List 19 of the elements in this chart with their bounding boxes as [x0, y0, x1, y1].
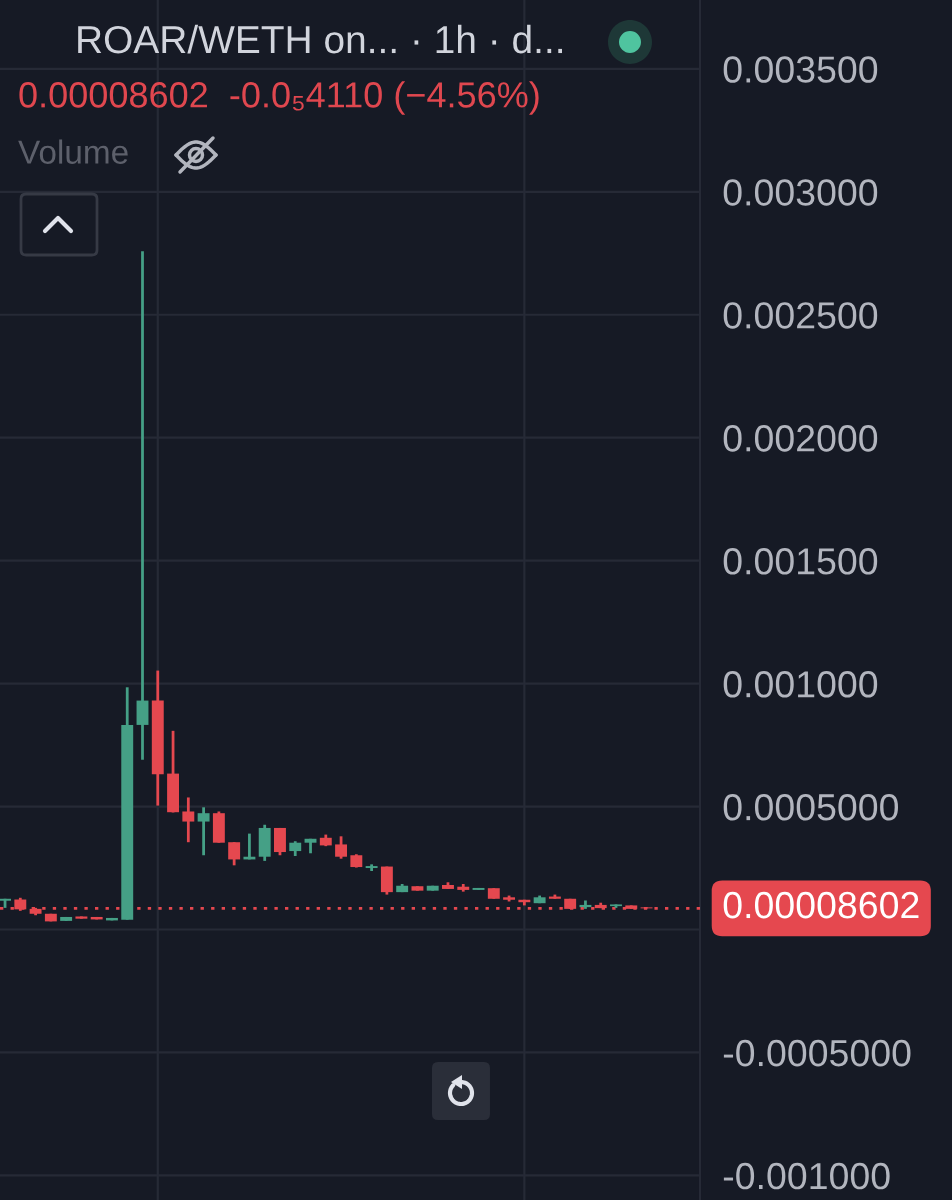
y-tick-label: -0.001000 — [723, 1162, 890, 1190]
text: 0.00008602 -0.0₅4110 (−4.56%) — [19, 81, 539, 115]
y-tick-label: 0.002000 — [723, 425, 878, 452]
annotation: Volume — [18, 139, 128, 164]
y-tick-label: 0.001500 — [723, 548, 878, 575]
candlestick — [197, 805, 210, 857]
candlestick — [579, 899, 592, 911]
candlestick — [182, 796, 195, 844]
y-tick-label: 0.002500 — [723, 302, 878, 329]
y-tick-label: 0.003500 — [723, 56, 878, 83]
y-tick-label: -0.0005000 — [723, 1039, 911, 1067]
candlestick — [136, 249, 149, 762]
ref-line-label: 0.00008602 — [723, 891, 919, 919]
y-tick-label: 0.001000 — [723, 671, 878, 698]
y-tick-label: 0.0005000 — [723, 793, 899, 821]
text: ROAR/WETH on... · 1h · d... — [78, 24, 562, 54]
candlestick — [335, 834, 348, 861]
y-tick-label: 0.003000 — [723, 179, 878, 206]
candlestick — [228, 840, 241, 867]
